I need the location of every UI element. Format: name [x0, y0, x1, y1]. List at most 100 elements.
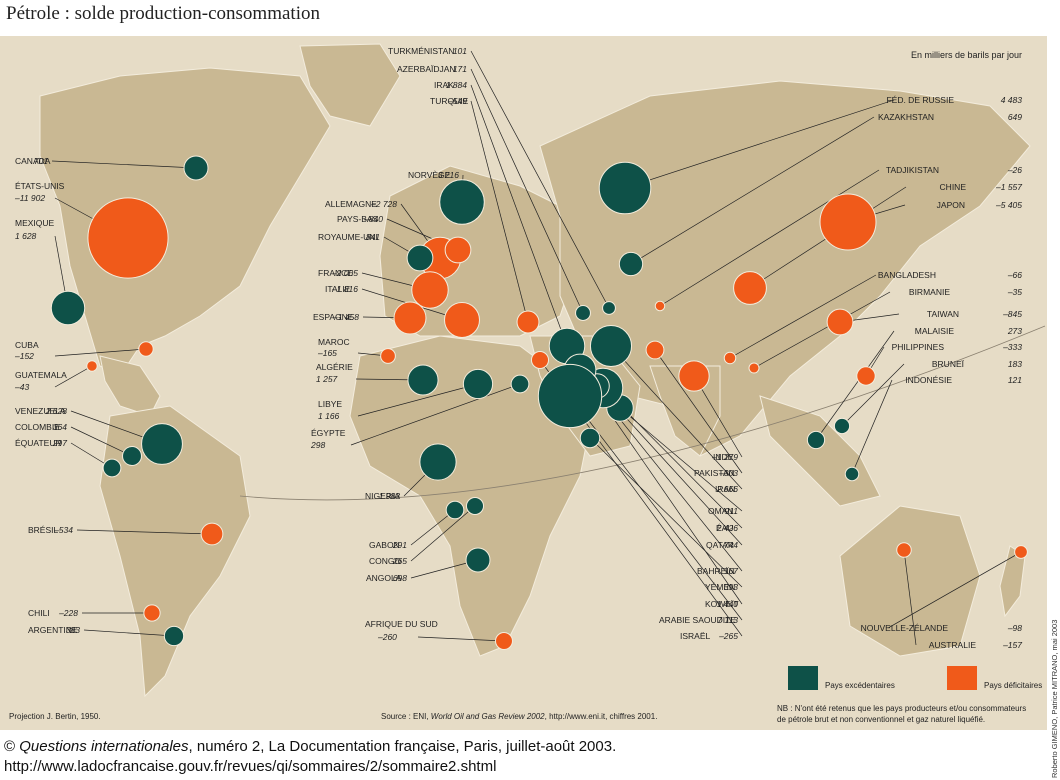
azerbaidjan-leader: [470, 68, 584, 314]
libye-leader: [357, 383, 479, 417]
birmanie-label: BIRMANIE: [909, 287, 950, 297]
credit-text: Roberto GIMENO, Patrice MITRANO, mai 200…: [1050, 620, 1059, 778]
argentine-bubble: [163, 625, 185, 647]
libye-value: 1 166: [318, 411, 340, 421]
angola-bubble: [465, 547, 491, 573]
australie-label: AUSTRALIE: [929, 640, 977, 650]
congo-leader: [410, 505, 476, 562]
taiwan-value: –845: [1002, 309, 1022, 319]
afrique-du-sud-bubble: [495, 632, 513, 650]
argentine-label: ARGENTINE: [28, 625, 78, 635]
turkmenistan-label: TURKMÉNISTAN: [388, 46, 454, 56]
afrique-du-sud-leader: [417, 636, 505, 642]
equator-line: [239, 325, 1046, 501]
argentine-leader: [83, 629, 175, 637]
bahrein-value: 167: [724, 566, 738, 576]
birmanie-leader: [753, 291, 891, 369]
gabon-label: GABON: [369, 540, 400, 550]
canada-value: 701: [34, 156, 48, 166]
equateur-label: ÉQUATEUR: [15, 438, 62, 448]
pays-bas-label: PAYS-BAS: [337, 214, 379, 224]
chili-label: CHILI: [28, 608, 50, 618]
arabie-saoudite-bubble: [537, 363, 603, 429]
guatemala-value: –43: [14, 382, 29, 392]
norvege-label: NORVÈGE: [408, 170, 451, 180]
israel-value: –265: [718, 631, 738, 641]
inde-label: INDE: [713, 452, 734, 462]
libye-bubble: [462, 368, 494, 400]
legend-deficit-swatch: [947, 666, 977, 690]
oman-value: 911: [724, 506, 738, 516]
italie-bubble: [444, 302, 480, 338]
arabie-saoudite-value: 7 113: [717, 615, 738, 625]
chili-value: –228: [58, 608, 78, 618]
philippines-value: –333: [1002, 342, 1022, 352]
chili-bubble: [143, 604, 161, 622]
fed-de-russie-leader: [624, 99, 895, 189]
nouvelle-zelande-value: –98: [1007, 623, 1022, 633]
australia-land: [839, 505, 981, 657]
footer-url[interactable]: http://www.ladocfrancaise.gouv.fr/revues…: [4, 758, 497, 775]
france-value: –2 005: [331, 268, 358, 278]
footer-details: , numéro 2, La Documentation française, …: [188, 738, 617, 755]
birmanie-bubble: [748, 362, 760, 374]
north-america-land: [39, 67, 331, 377]
colombie-bubble: [122, 446, 142, 466]
note-line-2: de pétrole brut et non conventionnel et …: [777, 715, 985, 724]
congo-label: CONGO: [369, 556, 402, 566]
legend-deficit-label: Pays déficitaires: [984, 681, 1042, 690]
egypte-leader: [350, 383, 521, 446]
iran-leader: [610, 345, 743, 490]
footer-copyright: ©: [4, 738, 20, 755]
angola-label: ANGOLA: [366, 573, 402, 583]
turquie-label: TURQUIE: [430, 96, 469, 106]
footer-publication: Questions internationales: [19, 738, 189, 755]
source-suffix: , http://www.eni.it, chiffres 2001.: [545, 712, 658, 721]
kazakhstan-label: KAZAKHSTAN: [878, 112, 934, 122]
royaume-uni-bubble: [406, 244, 434, 272]
azerbaidjan-bubble: [575, 305, 591, 321]
nigeria-value: 1 983: [379, 491, 401, 501]
venezuela-label: VENEZUELA: [15, 406, 66, 416]
espagne-bubble: [393, 301, 427, 335]
tadjikistan-leader: [659, 169, 880, 307]
unit-label: En milliers de barils par jour: [911, 50, 1022, 60]
malaisie-value: 273: [1007, 326, 1022, 336]
canada-bubble: [183, 155, 209, 181]
nigeria-bubble: [419, 443, 457, 481]
espagne-value: –1 458: [332, 312, 359, 322]
colombie-leader: [70, 426, 133, 457]
malaisie-label: MALAISIE: [915, 326, 955, 336]
turkmenistan-value: 101: [453, 46, 467, 56]
south-america-land: [99, 405, 251, 698]
mexique-label: MEXIQUE: [15, 218, 55, 228]
irak-value: 1 884: [446, 80, 468, 90]
nouvelle-zelande-leader: [887, 551, 1022, 629]
afrique-du-sud-value: –260: [377, 632, 397, 642]
israel-bubble: [530, 350, 550, 370]
azerbaidjan-label: AZERBAÏDJAN: [397, 64, 456, 74]
bangladesh-label: BANGLADESH: [878, 270, 936, 280]
brunei-value: 183: [1008, 359, 1022, 369]
fed-de-russie-label: FÉD. DE RUSSIE: [886, 95, 954, 105]
royaume-uni-value: 841: [366, 232, 380, 242]
malaisie-leader: [815, 330, 895, 441]
colombie-value: 364: [53, 422, 67, 432]
pays-bas-bubble: [444, 236, 472, 264]
nigeria-label: NIGERIA: [365, 491, 400, 501]
tadjikistan-bubble: [654, 300, 666, 312]
turquie-leader: [470, 100, 529, 323]
arabie-saoudite-label: ARABIE SAOUDITE: [659, 615, 736, 625]
greenland-land: [299, 43, 401, 127]
venezuela-value: 2 628: [45, 406, 68, 416]
israel-label: ISRAËL: [680, 631, 711, 641]
brunei-label: BRUNEÏ: [932, 359, 965, 369]
world-map: CANADA 701 ÉTATS-UNIS –11 902 MEXIQUE 1 628 CU…: [0, 36, 1047, 730]
japon-value: –5 405: [995, 200, 1022, 210]
egypte-label: ÉGYPTE: [311, 428, 346, 438]
chine-value: –1 557: [995, 182, 1022, 192]
cuba-label: CUBA: [15, 340, 39, 350]
angola-value: 698: [393, 573, 407, 583]
france-label: FRANCE: [318, 268, 353, 278]
indonesie-bubble: [844, 466, 860, 482]
